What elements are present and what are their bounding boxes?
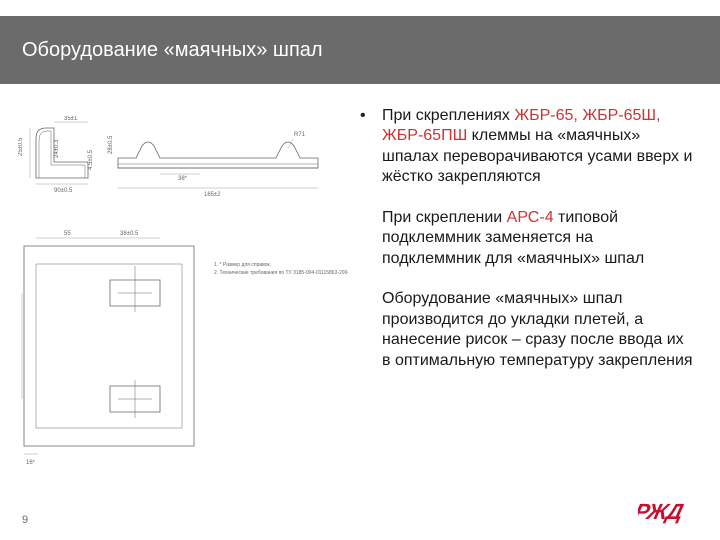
drawing-column: 35±1 24±0.3 25±0.5 77* 90±0.5 4.5±0.5 [0,100,350,498]
dim-16w: 16* [26,460,36,466]
bullet-marker [360,289,382,371]
bullet-item: • При скреплениях ЖБР-65, ЖБР-65Ш, ЖБР-6… [360,106,694,188]
dim-90-05: 90±0.5 [54,188,73,194]
bullet-marker [360,208,382,269]
content-area: 35±1 24±0.3 25±0.5 77* 90±0.5 4.5±0.5 [0,100,720,498]
page-number: 9 [22,514,28,526]
slide: Оборудование «маячных» шпал 35±1 24±0.3 … [0,0,720,540]
text-run: При скреплении [382,209,507,226]
slide-title: Оборудование «маячных» шпал [22,39,323,62]
dim-R71: R71 [294,132,306,138]
drawing-note-2: 2. Технические требования по ТУ 3185-004… [214,270,348,276]
bullet-marker: • [360,106,382,188]
text-column: • При скреплениях ЖБР-65, ЖБР-65Ш, ЖБР-6… [350,100,720,498]
text-run: Оборудование «маячных» шпал производится… [382,290,693,368]
logo-text: РЖД [638,499,686,524]
dim-4-5-05: 4.5±0.5 [88,149,94,170]
bullet-item: Оборудование «маячных» шпал производится… [360,289,694,371]
dim-55: 55 [64,231,71,237]
bullet-body: При скреплении АРС-4 типовой подклеммник… [382,208,694,269]
drawing-note-1: 1. * Размер для справок. [214,262,271,268]
bullet-item: При скреплении АРС-4 типовой подклеммник… [360,208,694,269]
dim-28-05: 28±0.5 [108,135,114,154]
title-band: Оборудование «маячных» шпал [0,16,720,84]
engineering-drawing: 35±1 24±0.3 25±0.5 77* 90±0.5 4.5±0.5 [18,116,348,476]
dim-165-2: 165±2 [204,192,221,198]
dim-24-03: 24±0.3 [54,139,60,158]
rzd-logo: РЖД [638,499,702,530]
dim-35-1: 35±1 [64,116,78,122]
bullet-body: При скреплениях ЖБР-65, ЖБР-65Ш, ЖБР-65П… [382,106,694,188]
dim-25-05: 25±0.5 [18,137,24,156]
bullet-body: Оборудование «маячных» шпал производится… [382,289,694,371]
text-run: При скреплениях [382,107,514,124]
dim-38w: 38* [178,176,188,182]
highlight-text: АРС-4 [507,209,554,226]
dim-38-05: 38±0.5 [120,231,139,237]
